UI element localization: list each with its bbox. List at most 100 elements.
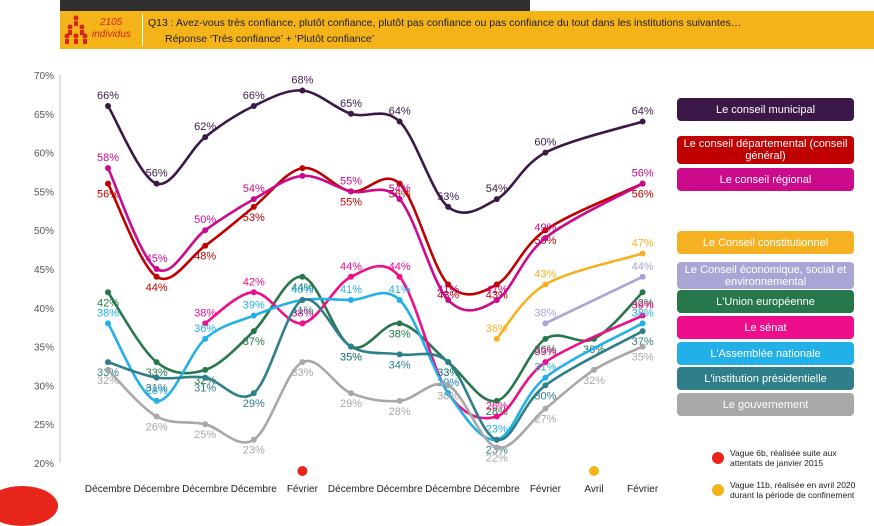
data-label: 42% — [97, 297, 119, 309]
legend-item: Le gouvernement — [677, 393, 854, 416]
data-label: 53% — [243, 212, 265, 224]
series-2-point — [202, 227, 209, 234]
series-4-point — [639, 273, 646, 280]
data-label: 40% — [291, 284, 313, 296]
series-8-point — [153, 374, 160, 381]
data-label: 41% — [437, 284, 459, 296]
series-7-line — [106, 291, 644, 442]
series-9-point — [639, 343, 646, 350]
x-tick-label: Février — [287, 484, 319, 495]
data-label: 26% — [486, 400, 508, 412]
header-divider — [142, 14, 143, 46]
data-label: 38% — [97, 307, 119, 319]
x-tick-label: Décembre — [328, 484, 375, 495]
legend-item: Le Conseil constitutionnel — [677, 231, 854, 254]
data-label: 55% — [340, 175, 362, 187]
data-label: 39% — [632, 300, 654, 312]
legend-item: L'Assemblée nationale — [677, 342, 854, 365]
data-label: 49% — [534, 222, 556, 234]
series-5-point — [202, 366, 209, 373]
data-label: 41% — [291, 305, 313, 317]
series-2-point — [493, 297, 500, 304]
data-label: 38% — [389, 328, 411, 340]
data-label: 54% — [243, 183, 265, 195]
legend-item: Le conseil départemental (conseil généra… — [677, 136, 854, 164]
series-6-point — [639, 312, 646, 319]
series-8-point — [105, 359, 111, 366]
y-tick-label: 20% — [34, 459, 54, 470]
sample-size: 2105 — [100, 17, 123, 28]
question-subtitle: Réponse ‘Très confiance’ + ‘Plutôt confi… — [165, 33, 375, 45]
data-label: 50% — [194, 214, 216, 226]
data-label: 54% — [389, 183, 411, 195]
series-7-point — [348, 297, 354, 304]
series-2-point — [639, 180, 646, 187]
series-9-point — [348, 390, 354, 397]
series-7-point — [202, 335, 209, 342]
series-0-point — [348, 110, 354, 117]
data-label: 55% — [340, 196, 362, 208]
series-9-point — [105, 366, 111, 373]
data-label: 23% — [243, 445, 265, 457]
series-8-point — [639, 328, 646, 335]
series-3-point — [639, 250, 646, 257]
data-label: 42% — [243, 276, 265, 288]
data-label: 41% — [389, 284, 411, 296]
series-3-point — [542, 281, 549, 288]
series-9-point — [396, 397, 403, 404]
series-1-point — [493, 281, 500, 288]
red-burst-icon — [712, 452, 724, 464]
series-6-point — [299, 320, 306, 327]
data-label: 30% — [437, 390, 459, 402]
series-9-point — [250, 436, 257, 443]
data-label: 36% — [486, 323, 508, 335]
data-label: 35% — [340, 352, 362, 364]
top-dark-bar — [60, 0, 530, 11]
data-label: 56% — [632, 189, 654, 201]
legend-item: L'Union européenne — [677, 290, 854, 313]
y-tick-label: 70% — [34, 71, 54, 82]
x-tick-label: Février — [627, 484, 659, 495]
legend-item: Le sénat — [677, 316, 854, 339]
y-tick-label: 30% — [34, 381, 54, 392]
series-6-point — [202, 320, 209, 327]
data-label: 44% — [632, 261, 654, 273]
question-text: Q13 : Avez-vous très confiance, plutôt c… — [148, 17, 742, 29]
x-tick-label: Décembre — [85, 484, 132, 495]
series-7-point — [445, 390, 452, 397]
data-label: 39% — [243, 300, 265, 312]
data-label: 26% — [146, 421, 168, 433]
x-tick-label: Décembre — [474, 484, 521, 495]
series-7-point — [250, 312, 257, 319]
series-5-point — [250, 328, 257, 335]
data-label: 36% — [194, 323, 216, 335]
data-label: 64% — [389, 106, 411, 118]
series-9-point — [493, 444, 500, 451]
series-2-point — [348, 188, 354, 195]
series-2-point — [445, 297, 452, 304]
data-label: 58% — [97, 152, 119, 164]
data-label: 32% — [583, 375, 605, 387]
series-8-point — [299, 297, 306, 304]
series-5-point — [639, 289, 646, 296]
data-label: 65% — [340, 98, 362, 110]
series-8-point — [542, 382, 549, 389]
data-label: 44% — [389, 261, 411, 273]
brand-badge — [0, 486, 58, 526]
series-8-point — [348, 343, 354, 350]
series-7-point — [396, 297, 403, 304]
x-tick-label: Décembre — [425, 484, 472, 495]
series-5-point — [542, 335, 549, 342]
people-logo-icon — [64, 15, 88, 44]
series-0-point — [202, 134, 209, 141]
series-8-line — [106, 297, 644, 442]
series-5-point — [153, 359, 160, 366]
y-tick-label: 40% — [34, 304, 54, 315]
series-8-point — [250, 390, 257, 397]
trust-line-chart: 20% 25% 30% 35% 40% 45% 50% 55% 60% 65% 70% Décembr… — [34, 71, 659, 495]
series-6-point — [250, 289, 257, 296]
data-label: 62% — [194, 121, 216, 133]
data-label: 45% — [146, 253, 168, 265]
series-1-point — [396, 180, 403, 187]
x-tick-label: Décembre — [134, 484, 181, 495]
